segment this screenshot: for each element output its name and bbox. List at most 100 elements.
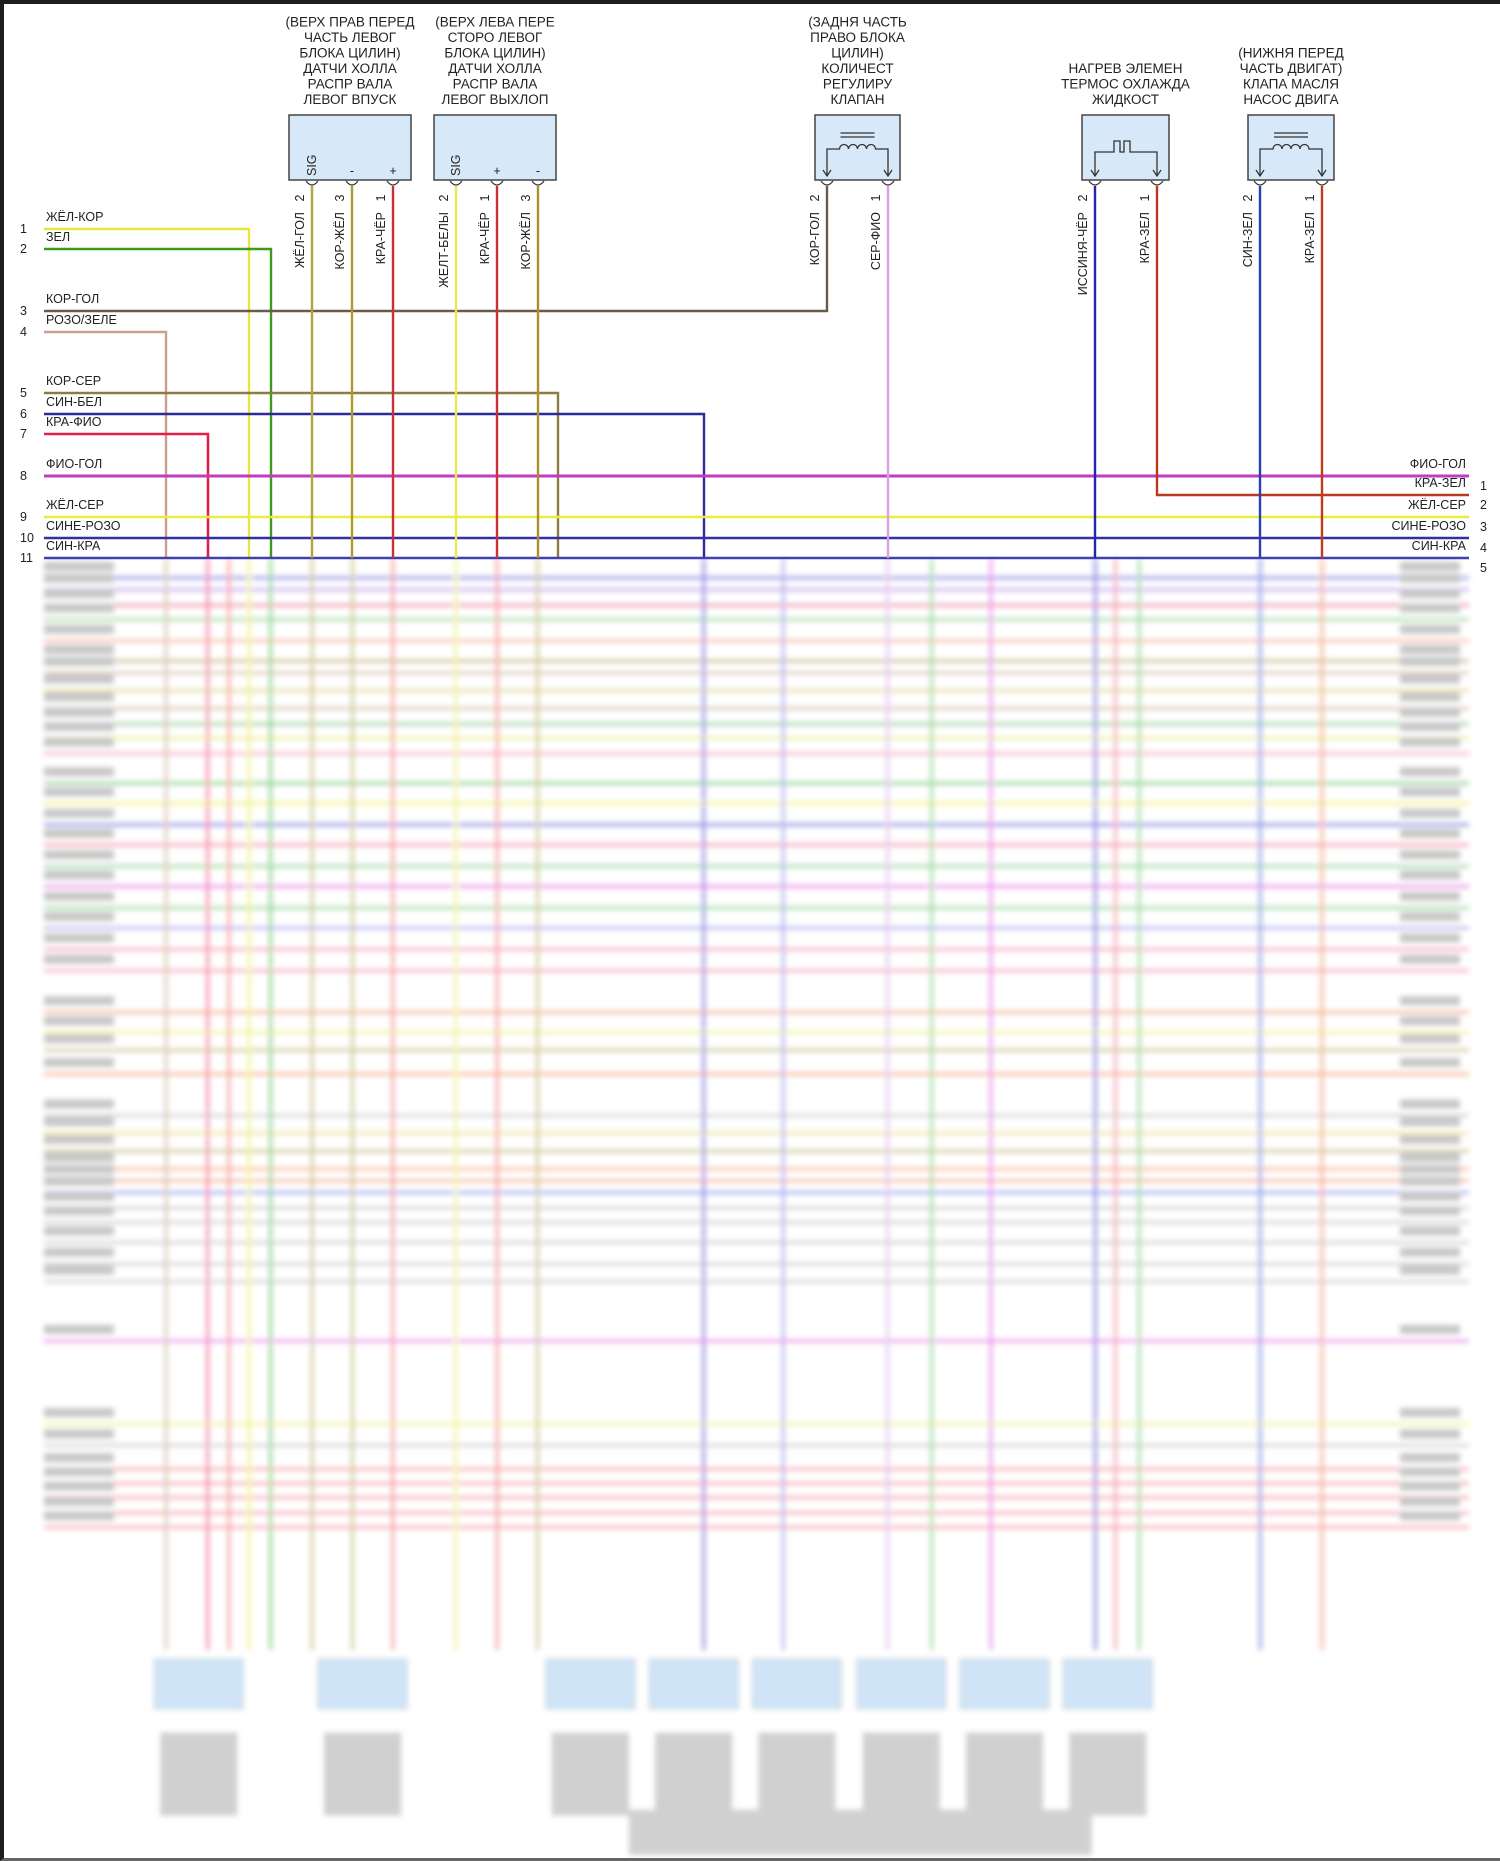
pin-function-label: - xyxy=(536,164,540,178)
blurred-label xyxy=(1400,1176,1460,1186)
blurred-label xyxy=(44,787,114,797)
blurred-component-box xyxy=(1062,1658,1153,1710)
row-labels: 1 ЖЁЛ-КОР 2 ЗЕЛ 3 КОР-ГОЛ 4 РОЗО/ЗЕЛЕ 5 КОР-СЕР 6 С… xyxy=(20,210,1487,575)
blurred-label xyxy=(44,933,114,943)
blurred-label xyxy=(44,828,114,838)
blurred-label xyxy=(44,1226,114,1236)
pin-receptacle-icon xyxy=(531,180,545,186)
pin-receptacle-icon xyxy=(1088,180,1102,186)
pin-number: 3 xyxy=(519,194,533,201)
blurred-label xyxy=(1400,850,1460,860)
blurred-label xyxy=(1400,954,1460,964)
blurred-label xyxy=(1400,1034,1460,1044)
right-row-number: 5 xyxy=(1480,561,1487,575)
wire-label: ФИО-ГОЛ xyxy=(46,457,102,471)
row-number: 5 xyxy=(20,386,27,400)
blurred-label xyxy=(44,1192,114,1202)
blurred-label xyxy=(44,1497,114,1507)
blurred-label xyxy=(44,624,114,634)
pin-receptacle-icon xyxy=(820,180,834,186)
blurred-label xyxy=(44,1453,114,1463)
solenoid-coil-icon xyxy=(822,132,893,178)
connector-title-line: ЧАСТЬ ЛЕВОГ xyxy=(304,30,397,45)
component-box xyxy=(433,114,557,181)
blurred-label xyxy=(44,850,114,860)
pin-number: 2 xyxy=(437,194,451,201)
blurred-component-label xyxy=(862,1732,940,1816)
right-wire-label: СИН-КРА xyxy=(1412,539,1467,553)
pin-wire-label: СЕР-ФИО xyxy=(869,212,883,270)
wire-label: ЗЕЛ xyxy=(46,230,70,244)
blurred-label xyxy=(44,603,114,613)
wire-label: СИНЕ-РОЗО xyxy=(46,519,121,533)
blurred-label xyxy=(1400,589,1460,599)
wires xyxy=(44,186,1469,560)
blurred-label xyxy=(1400,1467,1460,1477)
connector-title-line: (НИЖНЯ ПЕРЕД xyxy=(1238,46,1344,61)
pin-wire-label: КОР-ЖЁЛ xyxy=(519,212,533,269)
wire-row-1 xyxy=(44,227,251,558)
blurred-label xyxy=(1400,1247,1460,1257)
connector-title-line: ПРАВО БЛОКА xyxy=(810,30,905,45)
blurred-component-label xyxy=(655,1732,733,1816)
blurred-label xyxy=(44,737,114,747)
blurred-label xyxy=(1400,624,1460,634)
blurred-label xyxy=(44,1152,114,1162)
wire-label: ЖЁЛ-КОР xyxy=(46,210,103,224)
blurred-label xyxy=(1400,828,1460,838)
blurred-label xyxy=(1400,1152,1460,1162)
pin-receptacle-icon xyxy=(881,180,895,186)
connector-title-line: БЛОКА ЦИЛИН) xyxy=(299,46,400,61)
pin-wire-label: КРА-ЗЕЛ xyxy=(1138,212,1152,263)
blurred-component-label xyxy=(160,1732,238,1816)
connector-title-line: ДАТЧИ ХОЛЛА xyxy=(448,61,541,76)
connector-title-line: РЕГУЛИРУ xyxy=(823,77,893,92)
connector-title-line: КОЛИЧЕСТ xyxy=(821,61,893,76)
blurred-component-label xyxy=(758,1732,836,1816)
pin-number: 2 xyxy=(1076,194,1090,201)
blurred-label xyxy=(1400,1265,1460,1275)
blurred-label xyxy=(1400,1016,1460,1026)
blurred-label xyxy=(1400,767,1460,777)
right-wire-label: СИНЕ-РОЗО xyxy=(1392,519,1467,533)
blurred-label xyxy=(44,891,114,901)
blurred-component-label xyxy=(323,1732,402,1816)
pin-receptacle-icon xyxy=(490,180,504,186)
connector-title-line: (ВЕРХ ПРАВ ПЕРЕД xyxy=(285,15,414,30)
pin-number: 1 xyxy=(374,194,388,201)
right-wire-label: ФИО-ГОЛ xyxy=(1410,457,1466,471)
blurred-label xyxy=(1400,737,1460,747)
blurred-component-box xyxy=(856,1658,947,1710)
right-wire-label: КРА-ЗЕЛ xyxy=(1415,476,1466,490)
pin-function-label: SIG xyxy=(305,154,319,176)
connector-title-line: ДАТЧИ ХОЛЛА xyxy=(303,61,396,76)
pin-wire-label: КРА-ЗЕЛ xyxy=(1303,212,1317,263)
connector-title-line: ЛЕВОГ ВПУСК xyxy=(304,92,397,107)
blurred-component-box xyxy=(648,1658,739,1710)
pin-receptacle-icon xyxy=(1150,180,1164,186)
connector-title-line: (ВЕРХ ЛЕВА ПЕРЕ xyxy=(435,15,555,30)
row-number: 1 xyxy=(20,222,27,236)
blurred-label xyxy=(1400,1481,1460,1491)
blurred-label xyxy=(1400,1099,1460,1109)
blurred-label xyxy=(44,573,114,583)
pin-wire-label: ЖЁЛ-ГОЛ xyxy=(293,212,307,268)
pin-wire-label: СИН-ЗЕЛ xyxy=(1241,212,1255,267)
right-row-number: 3 xyxy=(1480,520,1487,534)
pin-receptacle-icon xyxy=(449,180,463,186)
connector-title-line: НАСОС ДВИГА xyxy=(1243,92,1338,107)
wire-label: КОР-ГОЛ xyxy=(46,292,99,306)
wire-label: СИН-БЕЛ xyxy=(46,395,102,409)
blurred-label xyxy=(1400,787,1460,797)
row-number: 7 xyxy=(20,427,27,441)
blurred-label xyxy=(44,1099,114,1109)
blurred-label xyxy=(44,1429,114,1439)
blurred-label xyxy=(1400,573,1460,583)
pin-number: 3 xyxy=(333,194,347,201)
pin-number: 2 xyxy=(293,194,307,201)
